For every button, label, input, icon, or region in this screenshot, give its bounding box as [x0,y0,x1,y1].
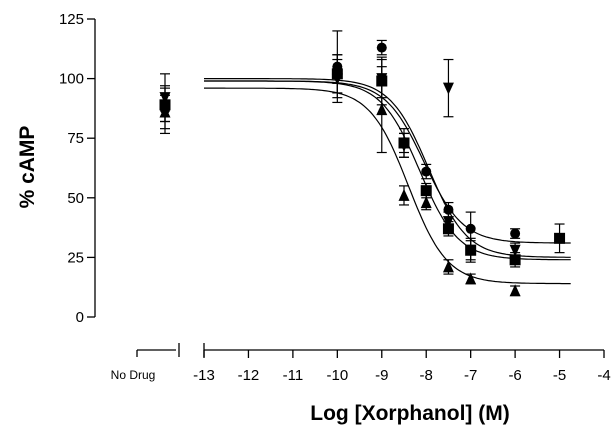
square-marker [398,137,410,149]
triangle-down-marker [159,92,171,105]
triangle-down-marker [509,244,521,257]
triangle-down-marker [442,82,454,95]
y-tick-label: 75 [67,130,84,147]
x-tick-label: -11 [283,367,304,384]
triangle-up-marker [420,196,432,209]
fit-curve-triangle-up [204,87,571,285]
circle-marker [443,204,454,215]
fit-curve-circle [204,80,571,244]
triangle-up-marker [509,284,521,297]
circle-marker [510,228,521,239]
triangle-up-marker [398,188,410,201]
square-marker [554,232,566,244]
triangle-up-marker [465,272,477,285]
x-tick-label: -13 [193,367,215,384]
x-axis-title: Log [Xorphanol] (M) [310,402,509,425]
x-tick-label: -6 [508,367,521,384]
x-tick-label: -12 [238,367,260,384]
x-tick-label: -9 [375,367,388,384]
x-tick-label: -7 [464,367,477,384]
triangle-up-marker [331,62,343,75]
triangle-up-marker [159,105,171,118]
triangle-up-marker [376,103,388,116]
square-marker [420,185,432,197]
error-bars [160,30,565,297]
x-tick-label: -5 [553,367,566,384]
y-tick-label: 125 [59,11,84,28]
y-axis-title: % cAMP [16,126,39,209]
no-drug-label: No Drug [111,368,156,382]
y-tick-label: 50 [67,190,84,207]
circle-marker [465,223,476,234]
square-marker [442,223,454,235]
circle-marker [376,42,387,53]
fit-curve-triangle-down [204,78,571,258]
y-tick-label: 0 [76,309,84,326]
fit-curves [204,78,571,285]
circle-marker [421,166,432,177]
square-marker [159,99,171,111]
y-tick-label: 100 [59,71,84,88]
x-tick-label: -10 [326,367,348,384]
axes: 0 25 50 75 100 125 -13 -12 -11 -10 -9 -8 -7 -6 -5 -4 No … [59,11,611,384]
triangle-down-marker [442,216,454,229]
square-marker [465,244,477,256]
y-tick-label: 25 [67,249,84,266]
triangle-up-marker [442,260,454,273]
x-tick-label: -8 [420,367,433,384]
square-marker [509,254,521,266]
data-markers [159,42,566,297]
square-marker [376,75,388,87]
x-tick-label: -4 [597,367,610,384]
fit-curve-square [204,80,571,261]
